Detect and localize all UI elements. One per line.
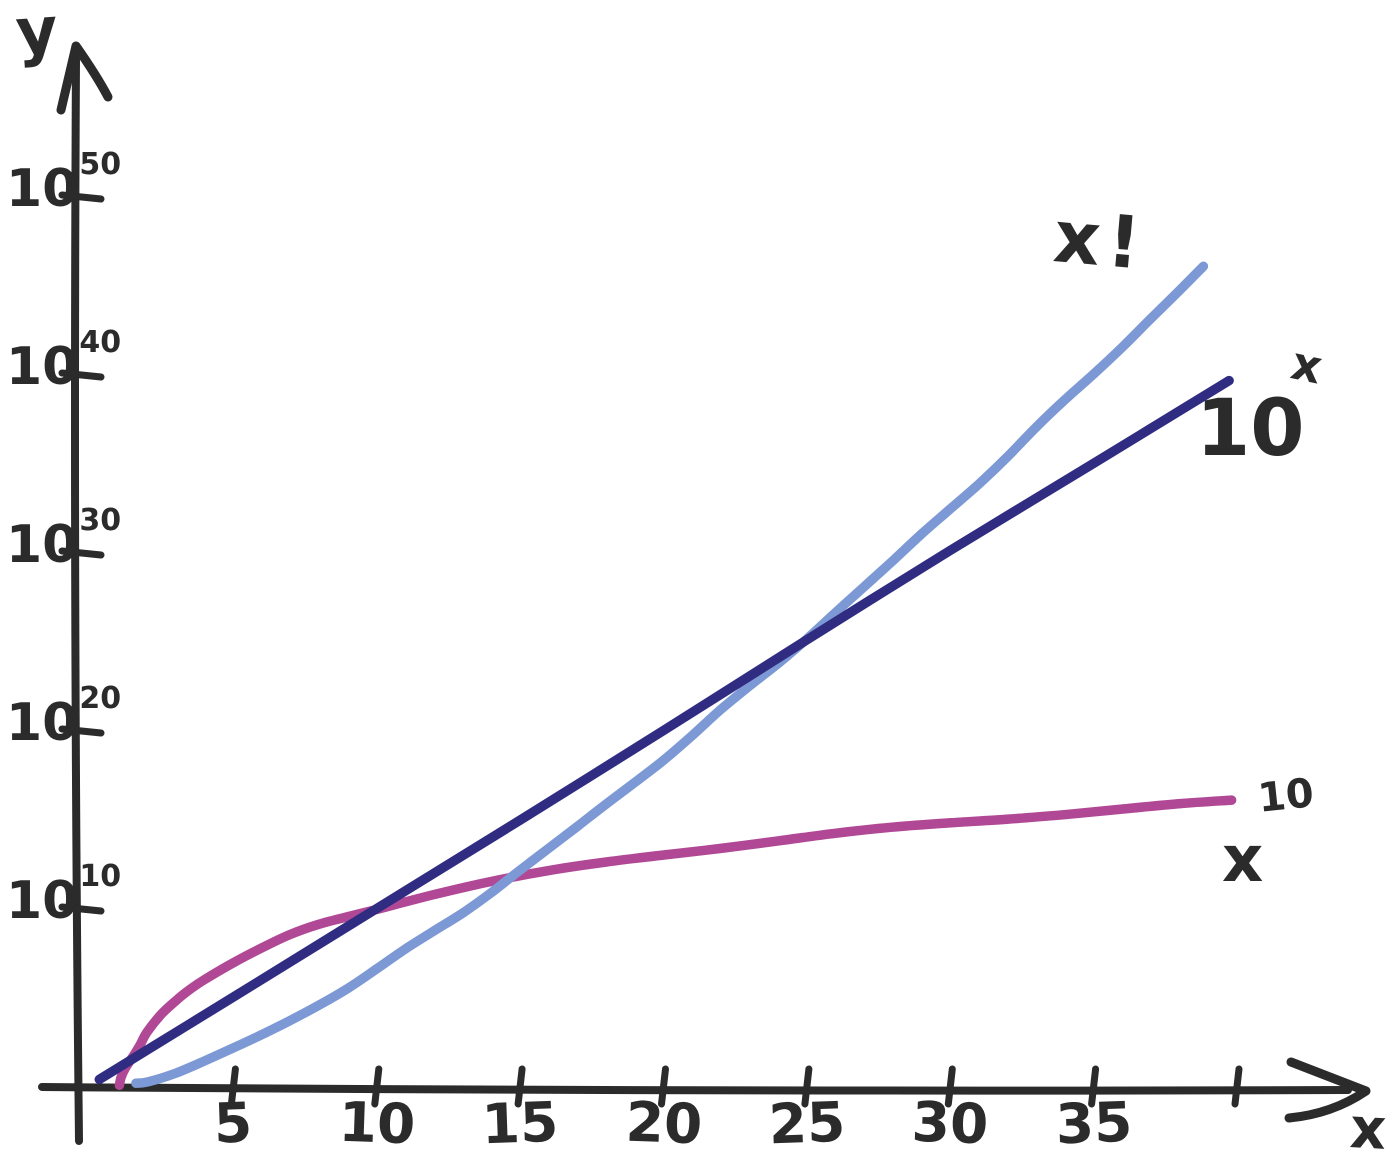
curve-x-factorial bbox=[131, 261, 1209, 1088]
y-tick bbox=[58, 547, 105, 559]
x-tick bbox=[1088, 1065, 1100, 1108]
y-axis-arrowhead bbox=[56, 41, 113, 115]
curve-label-x-pow-10: 10 x bbox=[1220, 770, 1340, 916]
x-tick-label: 35 bbox=[1054, 1089, 1133, 1157]
y-tick-base: 10 bbox=[6, 515, 79, 575]
x-axis-line bbox=[38, 1083, 1352, 1095]
y-tick-base: 10 bbox=[6, 337, 79, 397]
x-axis-label: x bbox=[1348, 1096, 1388, 1163]
x-tick-label: 10 bbox=[337, 1089, 417, 1157]
label-base-x: x bbox=[1222, 823, 1264, 897]
x-tick-label: 5 bbox=[213, 1090, 254, 1156]
y-axis-line bbox=[71, 56, 83, 1145]
x-tick bbox=[227, 1065, 239, 1108]
y-tick bbox=[58, 725, 105, 737]
x-tick-label: 15 bbox=[480, 1089, 560, 1157]
curve-label-x-factorial: x! bbox=[1050, 194, 1151, 286]
y-tick-label: 1050 bbox=[6, 147, 122, 216]
y-tick-exponent: 20 bbox=[79, 681, 122, 716]
x-tick bbox=[658, 1065, 669, 1108]
x-tick bbox=[371, 1065, 383, 1108]
x-tick bbox=[944, 1065, 956, 1108]
y-tick-base: 10 bbox=[6, 159, 79, 219]
y-tick-exponent: 10 bbox=[79, 859, 122, 894]
y-tick-label: 1040 bbox=[6, 325, 122, 394]
x-axis-arrowhead bbox=[1284, 1057, 1371, 1123]
curve-x-pow-10 bbox=[114, 795, 1237, 1091]
label-base-10: 10 bbox=[1196, 384, 1305, 474]
y-tick-exponent: 30 bbox=[79, 503, 122, 538]
y-tick-exponent: 50 bbox=[79, 147, 122, 182]
curve-10-pow-x bbox=[94, 375, 1234, 1085]
y-tick-label: 1010 bbox=[6, 859, 122, 928]
curve-label-10-pow-x: 10 x bbox=[1196, 335, 1366, 492]
y-tick-label: 1020 bbox=[6, 681, 122, 750]
y-tick-exponent: 40 bbox=[79, 325, 122, 360]
x-tick-label: 25 bbox=[767, 1089, 847, 1157]
x-tick bbox=[1231, 1065, 1243, 1108]
label-superscript-x: x bbox=[1286, 335, 1327, 395]
y-tick-base: 10 bbox=[6, 871, 79, 931]
y-tick bbox=[58, 903, 105, 915]
y-axis-label: y bbox=[13, 0, 61, 71]
x-tick bbox=[514, 1065, 526, 1108]
y-tick-label: 1030 bbox=[6, 503, 122, 572]
x-tick-label: 20 bbox=[624, 1089, 703, 1157]
x-tick-label: 30 bbox=[910, 1089, 990, 1157]
label-superscript-10: 10 bbox=[1255, 770, 1316, 822]
x-tick bbox=[801, 1065, 813, 1108]
y-tick bbox=[58, 369, 105, 381]
y-tick-base: 10 bbox=[6, 693, 79, 753]
y-tick bbox=[58, 191, 105, 203]
